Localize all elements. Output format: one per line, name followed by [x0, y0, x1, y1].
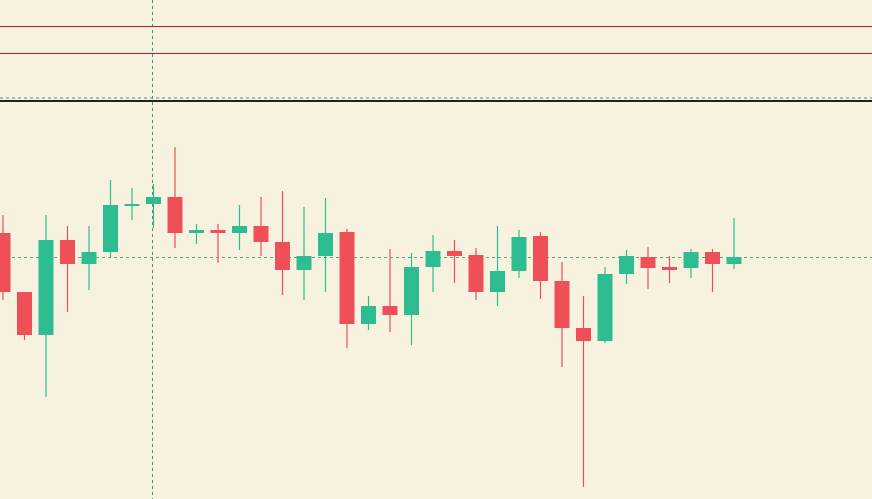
candle-body	[447, 251, 462, 256]
candle-body	[726, 257, 742, 264]
candle-body	[490, 271, 505, 292]
candle-body	[103, 205, 118, 252]
candle-body	[576, 328, 591, 341]
candle-body	[425, 251, 441, 267]
candle-body	[232, 226, 247, 233]
candle-body	[124, 204, 140, 206]
candle-body	[318, 233, 333, 256]
candle-body	[253, 226, 269, 242]
candle-body	[275, 242, 290, 270]
candle-body	[619, 256, 634, 274]
candle-body	[705, 252, 720, 264]
candle-body	[640, 257, 656, 268]
candle-body	[361, 306, 376, 324]
candle-body	[597, 274, 613, 341]
candle-body	[339, 232, 355, 324]
candle-body	[146, 197, 161, 204]
candle-body	[683, 252, 699, 268]
candle-body	[296, 256, 312, 270]
candle-body	[554, 281, 570, 328]
candle-body	[60, 240, 75, 264]
candle-body	[533, 236, 548, 281]
candle-body	[0, 233, 11, 292]
candle-body	[468, 255, 484, 292]
candle-body	[189, 230, 204, 233]
candle-body	[404, 267, 419, 315]
candle-body	[38, 240, 54, 335]
candle-body	[167, 197, 183, 233]
candle-body	[210, 230, 226, 233]
candle-body	[382, 306, 398, 315]
candle-body	[17, 292, 32, 335]
candle-body	[81, 252, 97, 264]
candle-body	[511, 237, 527, 271]
candle-body	[662, 267, 677, 270]
